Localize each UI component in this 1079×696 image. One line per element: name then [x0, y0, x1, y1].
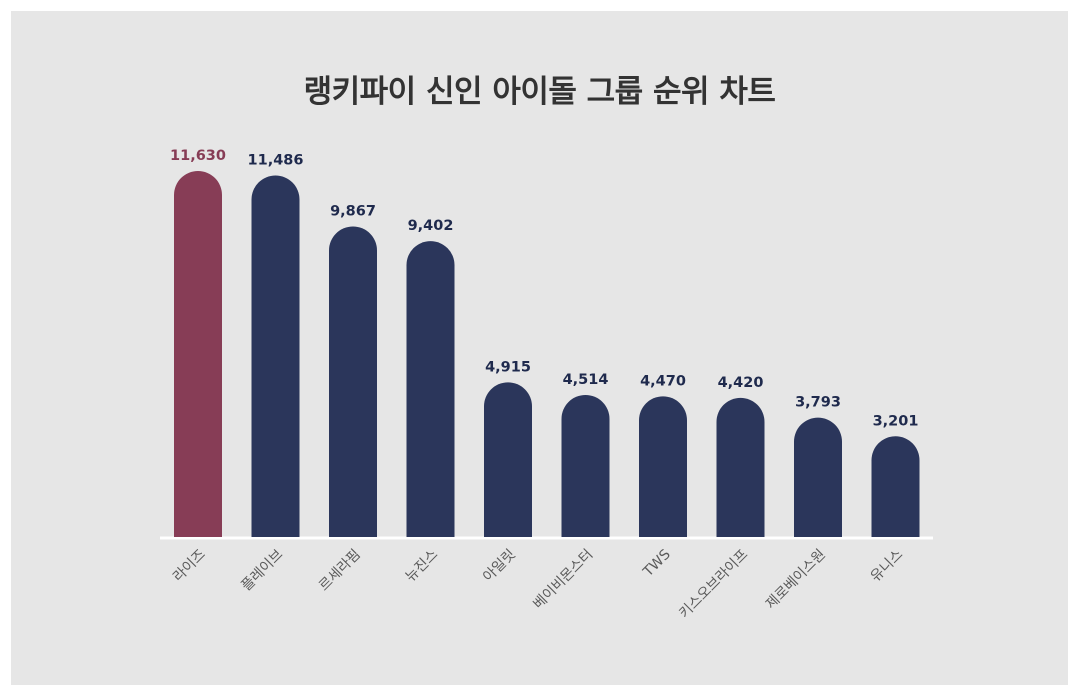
category-label-7: TWS — [640, 546, 674, 580]
bar-2 — [251, 175, 300, 537]
bar-5 — [484, 382, 532, 537]
category-label-6: 베이비몬스터 — [530, 547, 596, 613]
value-label-2: 11,486 — [248, 153, 304, 169]
value-label-10: 3,201 — [873, 413, 919, 429]
value-label-5: 4,915 — [485, 359, 531, 375]
value-label-9: 3,793 — [795, 395, 841, 411]
category-label-8: 키스오브라이프 — [676, 546, 751, 621]
bar-3 — [329, 226, 377, 537]
bar-6 — [561, 394, 610, 537]
bar-9 — [794, 417, 843, 537]
bar-7 — [639, 396, 687, 537]
category-label-2: 플레이브 — [239, 546, 287, 594]
category-label-9: 제로베이스원 — [763, 547, 829, 613]
bar-4 — [406, 241, 455, 537]
value-label-6: 4,514 — [563, 372, 609, 388]
value-label-7: 4,470 — [640, 373, 686, 389]
category-label-1: 라이즈 — [170, 546, 209, 585]
category-label-3: 르세라핌 — [316, 547, 364, 595]
value-label-4: 9,402 — [408, 218, 454, 234]
value-label-8: 4,420 — [718, 375, 764, 391]
bar-10 — [871, 436, 920, 537]
bar-1 — [174, 171, 222, 537]
value-label-3: 9,867 — [330, 203, 376, 219]
category-label-10: 유니스 — [868, 546, 907, 585]
chart-title: 랭키파이 신인 아이돌 그룹 순위 차트 — [303, 74, 776, 110]
bar-8 — [716, 397, 765, 537]
category-label-4: 뉴진스 — [403, 546, 442, 585]
category-label-5: 아일릿 — [480, 547, 519, 586]
value-label-1: 11,630 — [170, 148, 226, 164]
